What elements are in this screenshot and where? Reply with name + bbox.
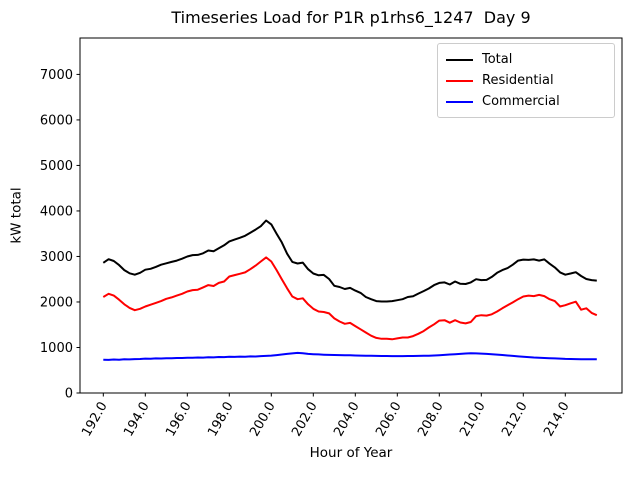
x-tick-label: 208.0 — [415, 400, 447, 440]
x-tick-label: 198.0 — [205, 400, 237, 440]
x-tick-label: 212.0 — [499, 400, 531, 440]
y-tick-label: 5000 — [40, 159, 73, 174]
legend-label-commercial: Commercial — [482, 94, 560, 109]
legend-item-commercial: Commercial — [446, 91, 606, 112]
x-axis-label: Hour of Year — [309, 445, 393, 461]
x-tick-label: 196.0 — [163, 400, 195, 440]
x-tick-label: 214.0 — [541, 400, 573, 440]
x-tick-label: 192.0 — [79, 400, 111, 440]
legend-label-residential: Residential — [482, 73, 554, 88]
series-line-commercial — [103, 351, 597, 361]
legend-line-total — [446, 58, 473, 61]
y-tick-label: 1000 — [40, 341, 73, 356]
y-tick-label: 2000 — [40, 295, 73, 310]
x-tick-label: 210.0 — [457, 400, 489, 440]
series-line-residential — [102, 256, 598, 341]
legend: Total Residential Commercial — [437, 43, 615, 118]
chart-title: Timeseries Load for P1R p1rhs6_1247 Day … — [171, 8, 531, 27]
legend-label-total: Total — [482, 52, 513, 67]
x-tick-label: 206.0 — [373, 400, 405, 440]
y-tick-label: 0 — [65, 387, 73, 402]
legend-item-residential: Residential — [446, 70, 606, 91]
y-tick-label: 7000 — [40, 68, 73, 83]
x-tick-label: 204.0 — [331, 400, 363, 440]
legend-line-residential — [446, 79, 473, 82]
y-axis-label: kW total — [8, 187, 25, 244]
x-tick-label: 194.0 — [121, 400, 153, 440]
x-tick-label: 200.0 — [247, 400, 279, 440]
y-tick-label: 6000 — [40, 113, 73, 128]
legend-line-commercial — [446, 100, 473, 103]
series-line-total — [102, 219, 597, 303]
x-tick-label: 202.0 — [289, 400, 321, 440]
y-tick-label: 3000 — [40, 250, 73, 265]
legend-item-total: Total — [446, 49, 606, 70]
y-tick-label: 4000 — [40, 204, 73, 219]
plot-border — [79, 37, 623, 394]
